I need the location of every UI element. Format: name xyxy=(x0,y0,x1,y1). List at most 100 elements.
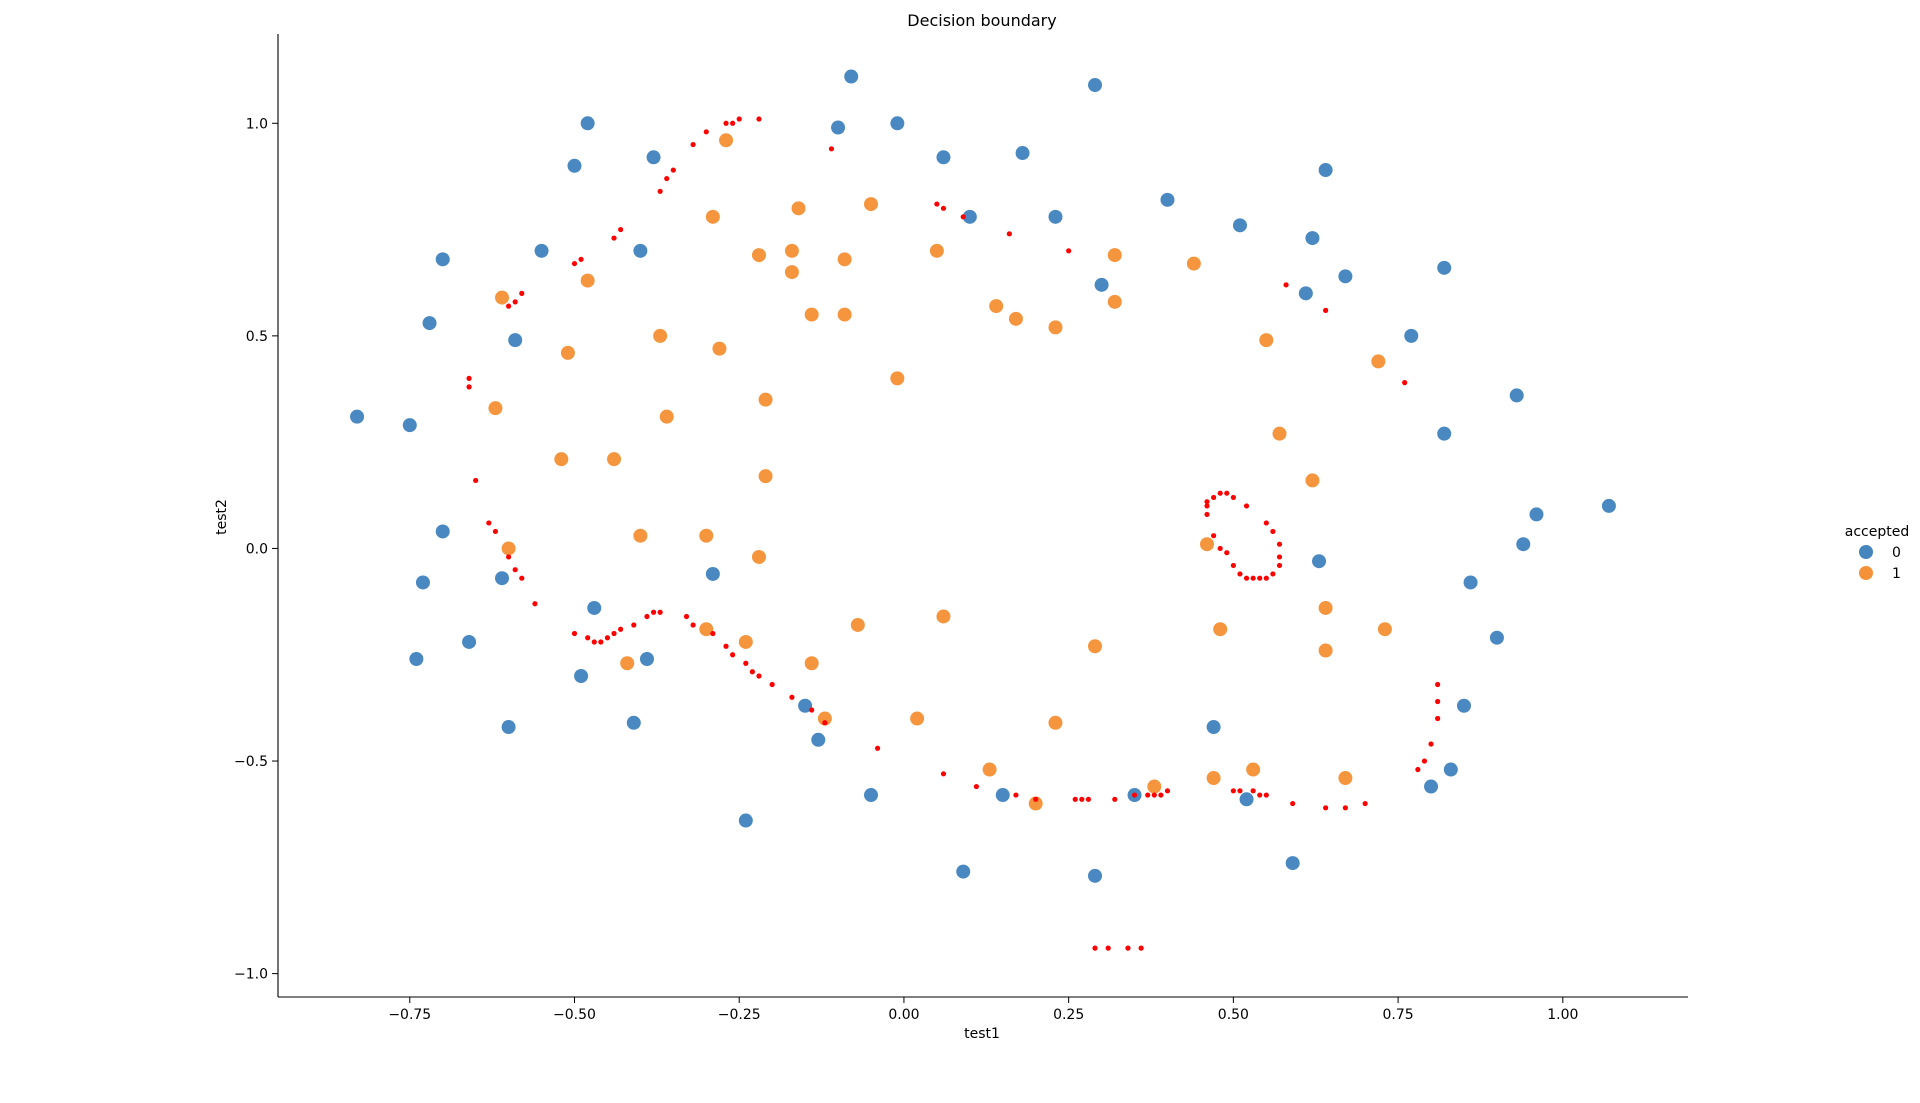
data-point-class-1 xyxy=(784,265,799,280)
data-point-class-1 xyxy=(1147,779,1162,794)
chart-title: Decision boundary xyxy=(907,11,1056,30)
boundary-point xyxy=(512,299,518,305)
boundary-point xyxy=(710,630,716,637)
boundary-point xyxy=(756,116,762,122)
data-point-class-1 xyxy=(1318,600,1333,615)
boundary-point xyxy=(1257,792,1263,798)
boundary-point xyxy=(473,477,479,484)
data-point-class-0 xyxy=(1232,218,1247,233)
data-point-class-1 xyxy=(758,469,773,484)
data-point-class-1 xyxy=(817,711,832,726)
data-point-class-0 xyxy=(831,120,846,135)
data-point-class-1 xyxy=(837,252,852,267)
data-point-class-1 xyxy=(910,711,925,726)
boundary-point xyxy=(1105,945,1111,951)
data-point-class-1 xyxy=(738,634,753,649)
x-tick-label: 0.00 xyxy=(888,1007,919,1023)
data-point-class-0 xyxy=(587,600,602,615)
data-point-class-1 xyxy=(1338,771,1353,786)
boundary-point xyxy=(1204,503,1210,509)
boundary-point xyxy=(611,630,617,637)
boundary-point xyxy=(1151,792,1157,798)
boundary-point xyxy=(1421,758,1428,764)
boundary-point xyxy=(1230,494,1236,501)
boundary-point xyxy=(756,673,762,679)
boundary-point xyxy=(598,639,604,645)
data-point-class-0 xyxy=(1094,277,1109,292)
legend: accepted 0 1 xyxy=(1845,524,1909,582)
data-point-class-0 xyxy=(1088,78,1103,93)
data-point-class-0 xyxy=(863,788,878,803)
data-point-class-0 xyxy=(574,669,589,683)
boundary-point xyxy=(1290,800,1296,807)
data-point-class-1 xyxy=(1107,294,1122,309)
data-point-class-0 xyxy=(1088,868,1103,883)
boundary-point xyxy=(571,260,578,267)
boundary-point xyxy=(486,520,492,526)
data-point-class-0 xyxy=(580,116,595,131)
boundary-point xyxy=(1435,698,1441,705)
boundary-point xyxy=(1243,503,1250,509)
x-tick-label: 0.75 xyxy=(1383,1007,1414,1023)
data-point-class-1 xyxy=(784,243,799,258)
data-point-class-1 xyxy=(982,762,997,777)
x-tick-label: 0.25 xyxy=(1053,1007,1084,1023)
y-tick-label: −0.5 xyxy=(234,754,268,770)
data-point-class-0 xyxy=(1015,146,1030,161)
data-point-class-1 xyxy=(1371,354,1386,369)
data-point-class-1 xyxy=(712,341,727,356)
boundary-point xyxy=(611,235,617,241)
x-axis-label: test1 xyxy=(964,1026,1000,1042)
boundary-point xyxy=(466,375,472,381)
legend-label-1: 1 xyxy=(1892,566,1901,582)
boundary-point xyxy=(1158,792,1164,798)
boundary-point xyxy=(1435,681,1441,688)
boundary-point xyxy=(1072,796,1078,802)
data-point-class-1 xyxy=(1318,643,1333,658)
data-point-class-0 xyxy=(415,575,430,590)
boundary-point xyxy=(1079,796,1085,802)
data-point-class-0 xyxy=(1160,192,1175,207)
boundary-point xyxy=(1263,575,1269,581)
boundary-point xyxy=(703,129,709,135)
boundary-point xyxy=(1237,571,1243,577)
data-point-class-0 xyxy=(844,69,859,84)
boundary-point xyxy=(1342,805,1348,811)
data-point-class-0 xyxy=(1509,388,1524,403)
boundary-point xyxy=(657,188,663,194)
data-point-class-0 xyxy=(1601,498,1616,513)
boundary-point xyxy=(1250,788,1256,794)
boundary-point xyxy=(644,613,650,620)
boundary-point xyxy=(1006,231,1012,237)
data-point-class-1 xyxy=(1048,320,1063,335)
boundary-point xyxy=(934,201,940,207)
data-point-class-0 xyxy=(1239,792,1254,807)
boundary-point xyxy=(1230,788,1236,794)
boundary-point xyxy=(1138,945,1144,951)
data-point-class-1 xyxy=(501,541,516,556)
data-point-class-1 xyxy=(633,528,648,543)
data-point-class-0 xyxy=(508,333,523,348)
data-point-class-0 xyxy=(1206,720,1221,735)
data-point-class-1 xyxy=(850,617,865,632)
data-point-class-1 xyxy=(751,248,766,263)
data-point-class-0 xyxy=(462,634,477,649)
boundary-point xyxy=(1323,307,1329,313)
data-point-class-1 xyxy=(719,133,734,148)
boundary-point xyxy=(723,643,729,649)
data-point-class-0 xyxy=(936,150,951,165)
data-point-class-0 xyxy=(422,316,437,331)
data-point-class-1 xyxy=(1305,473,1320,488)
data-point-class-1 xyxy=(495,290,510,305)
boundary-point xyxy=(809,707,815,713)
boundary-point xyxy=(1085,796,1092,802)
data-point-class-1 xyxy=(758,392,773,407)
boundary-point xyxy=(822,720,828,726)
data-point-class-1 xyxy=(1272,426,1287,441)
data-point-class-0 xyxy=(633,243,648,258)
data-point-class-1 xyxy=(560,345,575,360)
boundary-point xyxy=(519,575,525,581)
boundary-point xyxy=(1270,571,1276,577)
data-point-class-0 xyxy=(890,116,905,131)
boundary-point xyxy=(1276,541,1283,547)
